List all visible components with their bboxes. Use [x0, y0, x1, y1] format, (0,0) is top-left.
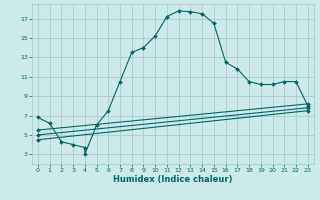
- X-axis label: Humidex (Indice chaleur): Humidex (Indice chaleur): [113, 175, 233, 184]
